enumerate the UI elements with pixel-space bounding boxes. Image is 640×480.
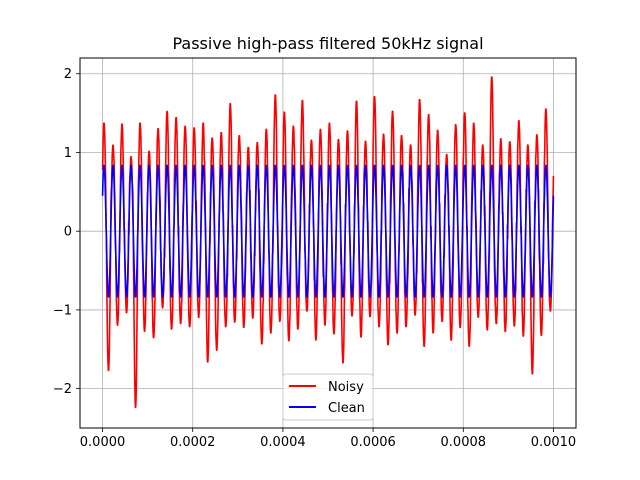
y-tick-label: 2: [64, 67, 72, 82]
y-axis: −2 −1 0 1 2: [53, 67, 80, 397]
x-tick-label: 0.0000: [80, 435, 126, 450]
y-tick-label: −1: [53, 303, 72, 318]
legend: Noisy Clean: [282, 373, 374, 421]
x-tick-label: 0.0004: [260, 435, 306, 450]
chart-title: Passive high-pass filtered 50kHz signal: [172, 34, 483, 53]
y-tick-label: 0: [64, 225, 72, 240]
plot-area: [101, 76, 555, 409]
series-line-clean: [101, 164, 555, 298]
legend-label-noisy: Noisy: [328, 380, 364, 395]
y-tick-label: 1: [64, 146, 72, 161]
legend-label-clean: Clean: [328, 401, 365, 416]
axes-frame: [79, 57, 577, 429]
x-tick-label: 0.0008: [441, 435, 487, 450]
y-tick-label: −2: [53, 382, 72, 397]
x-axis: 0.0000 0.0002 0.0004 0.0006 0.0008 0.0010: [80, 428, 576, 450]
x-tick-label: 0.0002: [170, 435, 216, 450]
x-tick-label: 0.0010: [531, 435, 577, 450]
x-tick-label: 0.0006: [350, 435, 396, 450]
